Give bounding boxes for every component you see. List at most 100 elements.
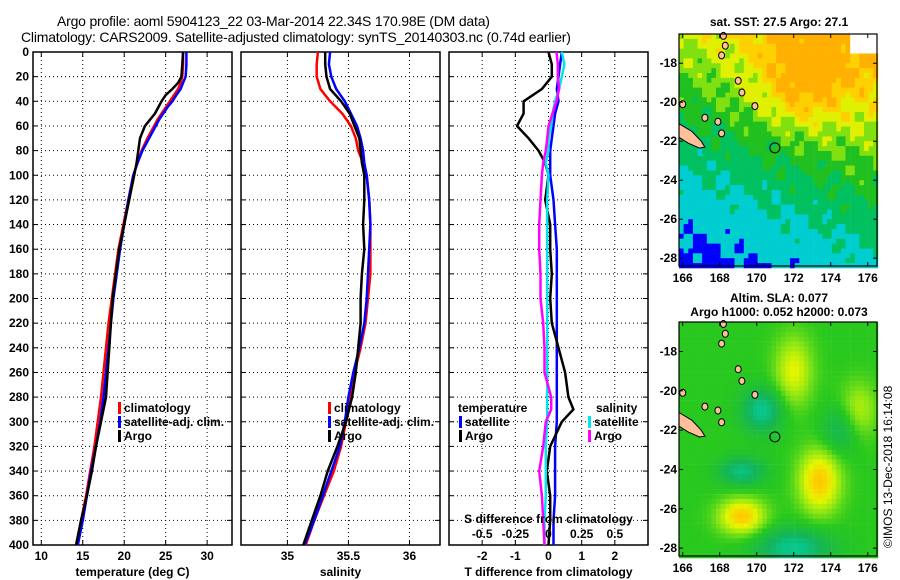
map-cell xyxy=(864,390,869,396)
map-cell xyxy=(850,440,856,446)
map-cell xyxy=(780,43,786,49)
map-cell xyxy=(702,366,707,372)
map-cell xyxy=(799,204,805,210)
map-cell xyxy=(729,229,735,235)
map-cell xyxy=(753,508,758,514)
map-cell xyxy=(831,326,837,333)
map-cell xyxy=(702,155,707,161)
map-cell xyxy=(808,538,814,544)
map-cell xyxy=(683,528,689,534)
map-cell xyxy=(734,126,740,132)
map-cell xyxy=(790,175,795,181)
map-cell xyxy=(734,513,740,519)
map-cell xyxy=(790,459,795,465)
map-cell xyxy=(868,238,874,244)
map-cell xyxy=(822,180,828,186)
map-cell xyxy=(836,34,842,40)
map-cell xyxy=(702,219,707,225)
map-cell xyxy=(794,440,800,446)
map-cell xyxy=(780,190,786,196)
map-cell xyxy=(868,346,874,352)
map-cell xyxy=(743,479,749,485)
map-cell xyxy=(854,469,860,475)
map-cell xyxy=(831,224,837,230)
map-cell xyxy=(850,175,856,181)
map-cell xyxy=(739,449,744,455)
map-cell xyxy=(702,361,707,367)
map-cell xyxy=(688,376,694,382)
map-cell xyxy=(785,449,791,455)
map-cell xyxy=(864,58,869,64)
map-cell xyxy=(780,214,786,220)
map-cell xyxy=(702,68,707,74)
map-cell xyxy=(771,543,777,549)
map-cell xyxy=(803,112,809,118)
x-tick-label: 36 xyxy=(403,549,417,563)
map-cell xyxy=(679,341,684,347)
map-cell xyxy=(679,435,684,441)
island xyxy=(718,129,726,138)
map-cell xyxy=(790,209,795,215)
map-cell xyxy=(794,214,800,220)
map-cell xyxy=(762,331,768,337)
map-cell xyxy=(734,194,740,200)
map-cell xyxy=(840,503,846,510)
map-cell xyxy=(822,151,828,157)
map-cell xyxy=(739,459,744,465)
map-cell xyxy=(790,43,795,49)
map-cell xyxy=(766,194,772,200)
map-cell xyxy=(720,351,726,357)
map-cell xyxy=(692,454,698,460)
map-cell xyxy=(785,410,791,416)
map-cell xyxy=(743,494,749,500)
map-cell xyxy=(803,38,809,45)
map-cell xyxy=(859,258,865,264)
map-cell xyxy=(845,53,851,59)
map-cell xyxy=(683,194,689,200)
map-cell xyxy=(822,194,828,200)
map-cell xyxy=(688,116,694,123)
map-cell xyxy=(720,425,726,431)
map-cell xyxy=(836,381,842,387)
map-cell xyxy=(716,449,721,455)
map-cell xyxy=(873,102,879,108)
map-cell xyxy=(776,435,781,441)
sal-legend-label: Argo xyxy=(334,429,362,443)
map-cell xyxy=(725,82,731,88)
map-cell xyxy=(716,87,721,93)
map-cell xyxy=(748,155,754,161)
map-cell xyxy=(711,73,717,79)
map-cell xyxy=(799,400,805,406)
map-cell xyxy=(794,503,800,510)
map-cell xyxy=(757,204,763,210)
map-cell xyxy=(868,180,874,186)
map-cell xyxy=(734,346,740,352)
map-cell xyxy=(771,405,777,411)
sla-map-subtitle: Argo h1000: 0.052 h2000: 0.073 xyxy=(690,305,868,319)
map-x-tick-label: 176 xyxy=(858,561,878,575)
map-cell xyxy=(743,258,749,264)
map-cell xyxy=(827,97,832,103)
map-cell xyxy=(868,170,874,176)
map-cell xyxy=(757,160,763,166)
y-tick-label: 280 xyxy=(9,390,29,404)
map-cell xyxy=(720,180,726,186)
map-cell xyxy=(785,499,791,505)
argo-float-marker xyxy=(769,142,781,154)
map-cell xyxy=(762,77,768,84)
temperature-profile-xlabel: temperature (deg C) xyxy=(75,565,189,579)
map-cell xyxy=(679,449,684,455)
map-cell xyxy=(836,440,842,446)
map-cell xyxy=(803,92,809,98)
map-cell xyxy=(785,390,791,396)
map-cell xyxy=(868,523,874,529)
map-cell xyxy=(831,63,837,69)
map-cell xyxy=(840,385,846,392)
map-cell xyxy=(716,170,721,176)
map-cell xyxy=(840,518,846,524)
map-cell xyxy=(729,385,735,392)
map-cell xyxy=(683,112,689,118)
map-cell xyxy=(725,233,731,239)
map-cell xyxy=(771,464,777,470)
map-cell xyxy=(748,77,754,84)
